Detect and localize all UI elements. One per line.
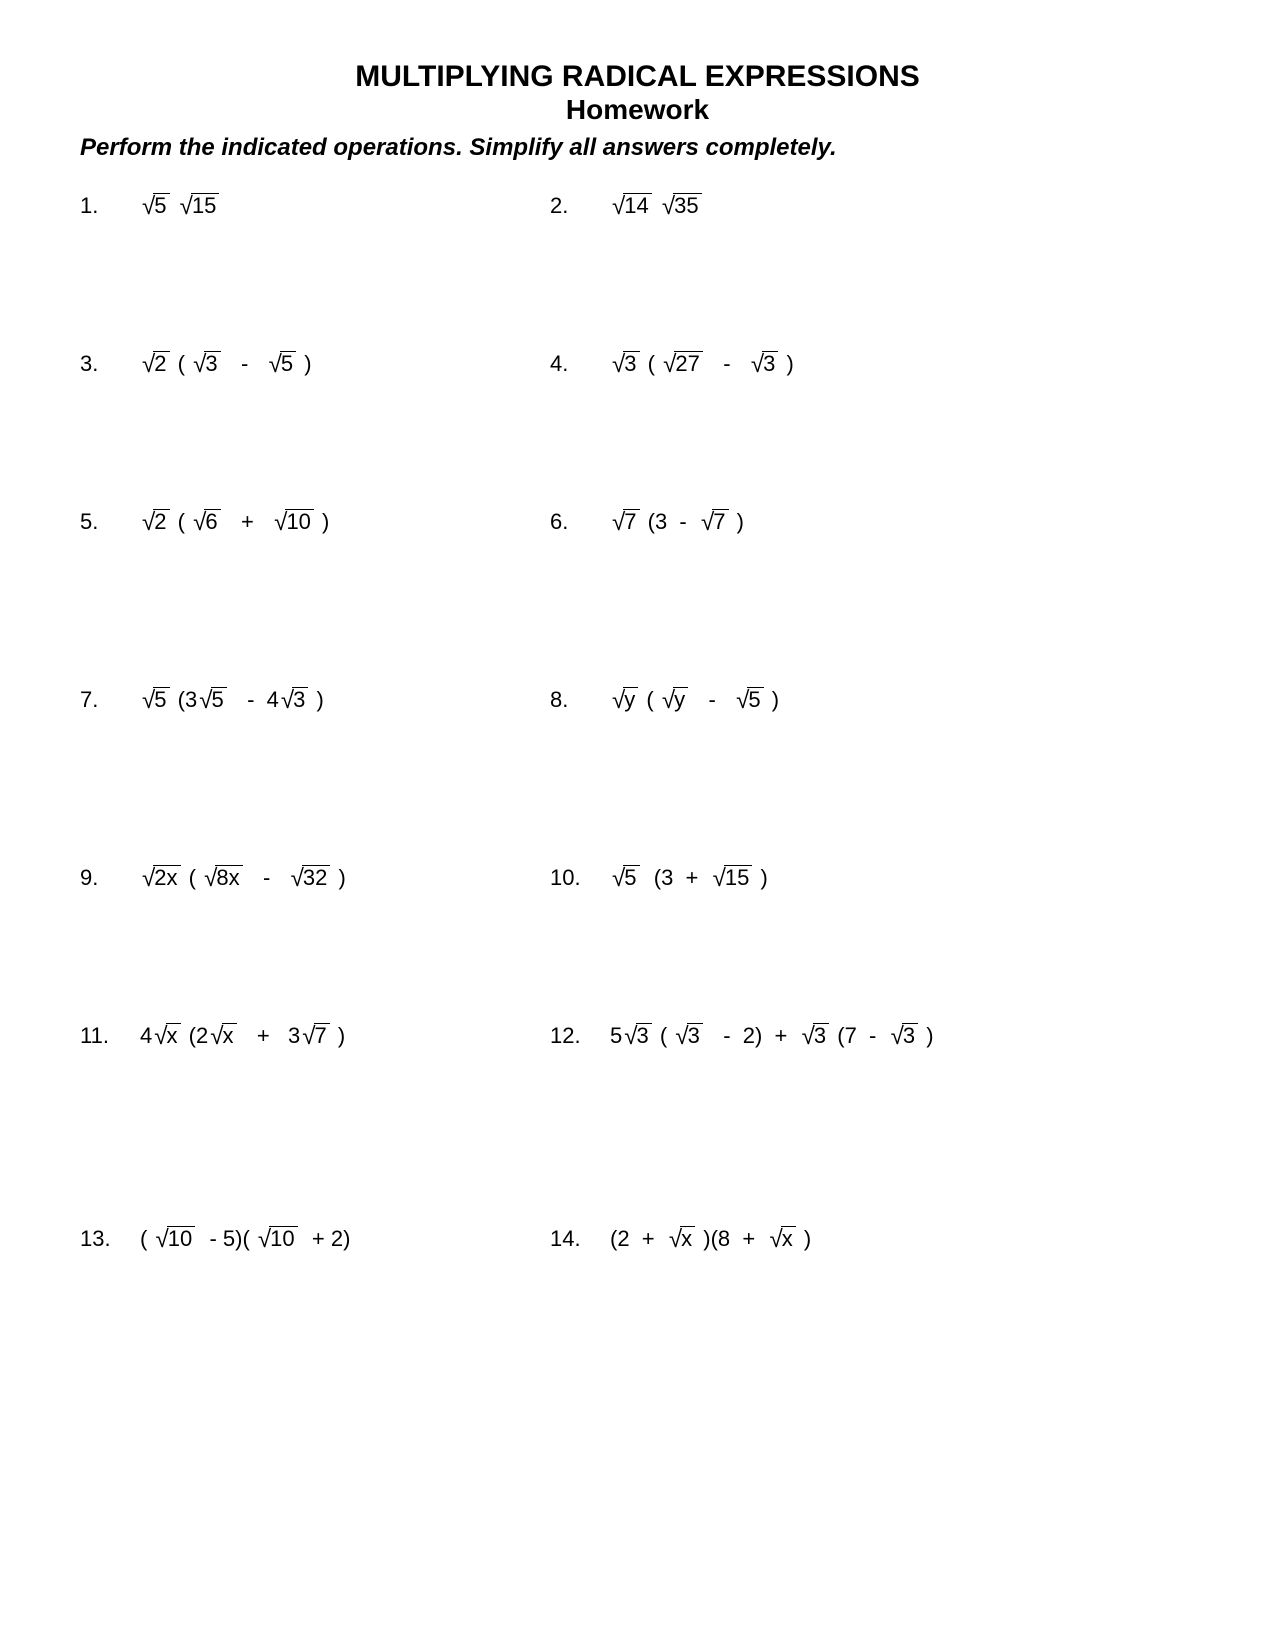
problem-expression: 7 (3 - 7 )	[610, 508, 744, 536]
page-title: MULTIPLYING RADICAL EXPRESSIONS	[80, 60, 1195, 94]
problem: 8.y ( y - 5 )	[550, 686, 1195, 714]
page-subtitle: Homework	[80, 94, 1195, 126]
problem-expression: 53 ( 3 - 2) + 3 (7 - 3 )	[610, 1022, 934, 1050]
problem-expression: y ( y - 5 )	[610, 686, 779, 714]
problem: 10.5 (3 + 15 )	[550, 864, 1195, 892]
problem-number: 6.	[550, 509, 610, 535]
problem: 3.2 ( 3 - 5 )	[80, 350, 550, 378]
problem-number: 8.	[550, 687, 610, 713]
problem-expression: 2 ( 3 - 5 )	[140, 350, 312, 378]
problem-expression: 3 ( 27 - 3 )	[610, 350, 794, 378]
problem-number: 9.	[80, 865, 140, 891]
problem-row: 1.5 152.14 35	[80, 192, 1195, 220]
problem-expression: 5 (3 + 15 )	[610, 864, 768, 892]
problem: 4.3 ( 27 - 3 )	[550, 350, 1195, 378]
problem-row: 7.5 (35 - 43 )8.y ( y - 5 )	[80, 686, 1195, 714]
instructions: Perform the indicated operations. Simpli…	[80, 134, 1195, 162]
problem-row: 13.( 10 - 5)( 10 + 2)14.(2 + x )(8 + x )	[80, 1225, 1195, 1253]
problem: 7.5 (35 - 43 )	[80, 686, 550, 714]
problem-number: 11.	[80, 1023, 140, 1049]
problem-expression: 2x ( 8x - 32 )	[140, 864, 346, 892]
problem-number: 14.	[550, 1226, 610, 1252]
problem-expression: (2 + x )(8 + x )	[610, 1225, 811, 1253]
problem: 5.2 ( 6 + 10 )	[80, 508, 550, 536]
problem-number: 3.	[80, 351, 140, 377]
problem: 12.53 ( 3 - 2) + 3 (7 - 3 )	[550, 1022, 1195, 1050]
worksheet-page: MULTIPLYING RADICAL EXPRESSIONS Homework…	[0, 0, 1275, 1313]
problem-expression: 4x (2x + 37 )	[140, 1022, 345, 1050]
problem: 14.(2 + x )(8 + x )	[550, 1225, 1195, 1253]
problem-number: 7.	[80, 687, 140, 713]
problem: 9.2x ( 8x - 32 )	[80, 864, 550, 892]
problem: 13.( 10 - 5)( 10 + 2)	[80, 1225, 550, 1253]
problems-grid: 1.5 152.14 353.2 ( 3 - 5 )4.3 ( 27 - 3 )…	[80, 192, 1195, 1253]
problem-expression: 2 ( 6 + 10 )	[140, 508, 329, 536]
problem-expression: 5 (35 - 43 )	[140, 686, 324, 714]
problem-expression: 5 15	[140, 192, 221, 220]
problem-number: 12.	[550, 1023, 610, 1049]
problem-number: 10.	[550, 865, 610, 891]
problem-row: 5.2 ( 6 + 10 )6.7 (3 - 7 )	[80, 508, 1195, 536]
problem: 11.4x (2x + 37 )	[80, 1022, 550, 1050]
problem: 2.14 35	[550, 192, 1195, 220]
problem-number: 4.	[550, 351, 610, 377]
problem: 1.5 15	[80, 192, 550, 220]
problem-number: 5.	[80, 509, 140, 535]
problem-row: 3.2 ( 3 - 5 )4.3 ( 27 - 3 )	[80, 350, 1195, 378]
problem-row: 11.4x (2x + 37 )12.53 ( 3 - 2) + 3 (7 - …	[80, 1022, 1195, 1050]
problem-row: 9.2x ( 8x - 32 )10.5 (3 + 15 )	[80, 864, 1195, 892]
problem-number: 1.	[80, 193, 140, 219]
problem-number: 2.	[550, 193, 610, 219]
problem-number: 13.	[80, 1226, 140, 1252]
problem-expression: 14 35	[610, 192, 704, 220]
problem: 6.7 (3 - 7 )	[550, 508, 1195, 536]
problem-expression: ( 10 - 5)( 10 + 2)	[140, 1225, 350, 1253]
